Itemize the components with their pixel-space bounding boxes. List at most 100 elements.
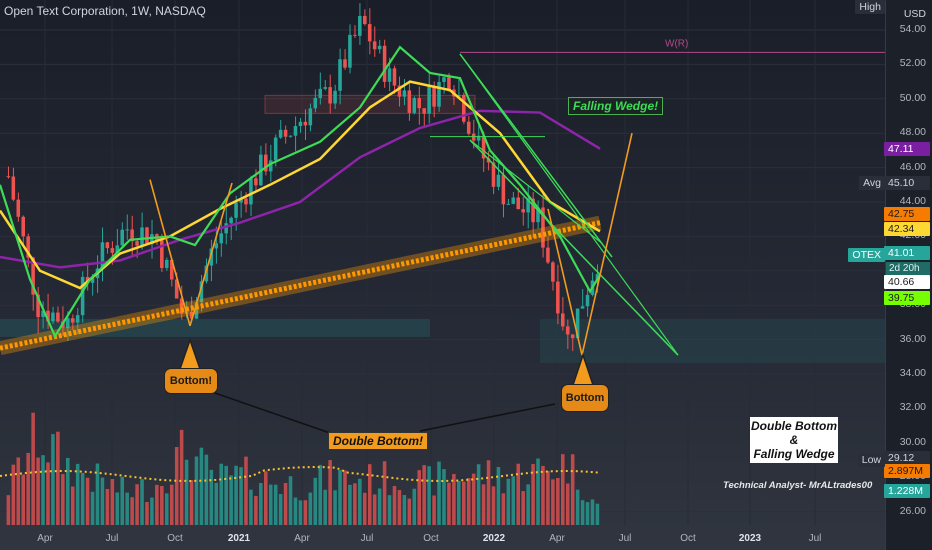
volume-bar — [56, 431, 60, 525]
support-zone-right — [540, 318, 886, 363]
candle-body — [31, 257, 35, 295]
candle-body — [526, 198, 530, 213]
price-chart-canvas[interactable]: W(R) — [0, 0, 886, 550]
volume-bar — [125, 492, 129, 525]
time-tick-label: 2022 — [482, 533, 506, 544]
candle-body — [51, 312, 55, 322]
candle-body — [565, 326, 570, 335]
time-tick-label: Jul — [360, 533, 374, 544]
volume-bar — [575, 489, 580, 525]
volume-bar — [70, 486, 75, 525]
volume-bar — [486, 460, 491, 525]
volume-bar — [184, 459, 189, 525]
price-tick-label: 48.00 — [899, 126, 926, 139]
candle-body — [11, 176, 16, 200]
candle-body — [551, 262, 555, 282]
volume-bar — [565, 483, 570, 525]
price-badge: 1.228M — [884, 483, 930, 498]
volume-bar — [511, 476, 516, 525]
candle-body — [402, 90, 407, 97]
price-badge: 39.75 — [884, 291, 930, 305]
candle-body — [100, 242, 105, 269]
candle-body — [496, 174, 501, 187]
candle-body — [293, 126, 298, 136]
price-badge: 29.12 — [884, 450, 930, 465]
candle-body — [308, 108, 313, 126]
time-tick-label: Oct — [680, 533, 696, 544]
candle-body — [254, 178, 258, 186]
volume-bar — [254, 495, 258, 525]
volume-bar — [224, 465, 228, 525]
time-tick-label: 2023 — [738, 533, 762, 544]
volume-bar — [244, 456, 248, 525]
volume-bar — [313, 477, 318, 525]
volume-bar — [412, 488, 417, 525]
candle-body — [75, 315, 80, 323]
currency-label: USD — [903, 8, 926, 20]
purple-ma-line — [0, 109, 601, 269]
candle-body — [491, 162, 496, 187]
candle-body — [348, 34, 352, 68]
candle-body — [145, 227, 149, 245]
candle-body — [363, 15, 367, 25]
volume-bar — [496, 466, 501, 525]
volume-bar — [80, 472, 85, 525]
candle-body — [486, 158, 491, 163]
candle-body — [442, 77, 446, 82]
candle-body — [377, 45, 382, 50]
candle-body — [6, 176, 11, 178]
volume-bar — [155, 484, 159, 525]
time-tick-label: Apr — [549, 533, 565, 544]
wedge-top-line — [469, 139, 603, 244]
candle-body — [165, 259, 169, 268]
volume-bar — [397, 490, 402, 525]
volume-bar — [303, 500, 308, 525]
price-tick-label: 32.00 — [899, 401, 926, 414]
candle-body — [244, 198, 248, 205]
price-badge: 42.75 — [884, 207, 930, 221]
pattern-line — [189, 182, 233, 327]
candle-body — [268, 160, 273, 172]
volume-bar — [377, 488, 382, 525]
volume-bar — [358, 478, 362, 525]
candle-body — [323, 87, 327, 89]
volume-bar — [343, 470, 347, 525]
volume-bar — [229, 475, 233, 525]
volume-bar — [36, 457, 40, 525]
volume-bar — [501, 493, 506, 525]
candle-body — [303, 121, 308, 126]
candle-body — [536, 207, 540, 223]
time-tick-label: Oct — [423, 533, 439, 544]
candle-body — [580, 306, 585, 309]
candle-body — [125, 229, 129, 231]
volume-bar — [100, 477, 105, 525]
candle-body — [160, 240, 164, 268]
volume-bar — [462, 481, 466, 525]
volume-bar — [6, 495, 11, 525]
volume-bar — [120, 476, 124, 525]
callout-pointer-left — [178, 337, 202, 370]
candle-body — [521, 209, 525, 213]
candle-body — [110, 248, 115, 253]
volume-bar — [353, 483, 357, 525]
volume-bar — [204, 454, 209, 525]
candle-body — [353, 34, 357, 36]
candle-body — [264, 154, 268, 172]
volume-bar — [115, 492, 120, 525]
candle-body — [541, 207, 545, 248]
candle-body — [367, 24, 372, 42]
bottom-left-callout: Bottom! — [164, 368, 218, 394]
volume-bar — [95, 463, 100, 525]
candle-body — [585, 294, 590, 307]
volume-bar — [318, 464, 322, 525]
volume-bar — [521, 491, 525, 525]
candle-body — [318, 88, 322, 98]
time-tick-label: Apr — [294, 533, 310, 544]
candle-body — [120, 229, 124, 246]
price-badge: 45.10 — [884, 176, 930, 191]
volume-bar — [130, 497, 134, 525]
volume-bar — [348, 484, 352, 525]
volume-bar — [466, 478, 471, 525]
candle-body — [556, 281, 560, 314]
